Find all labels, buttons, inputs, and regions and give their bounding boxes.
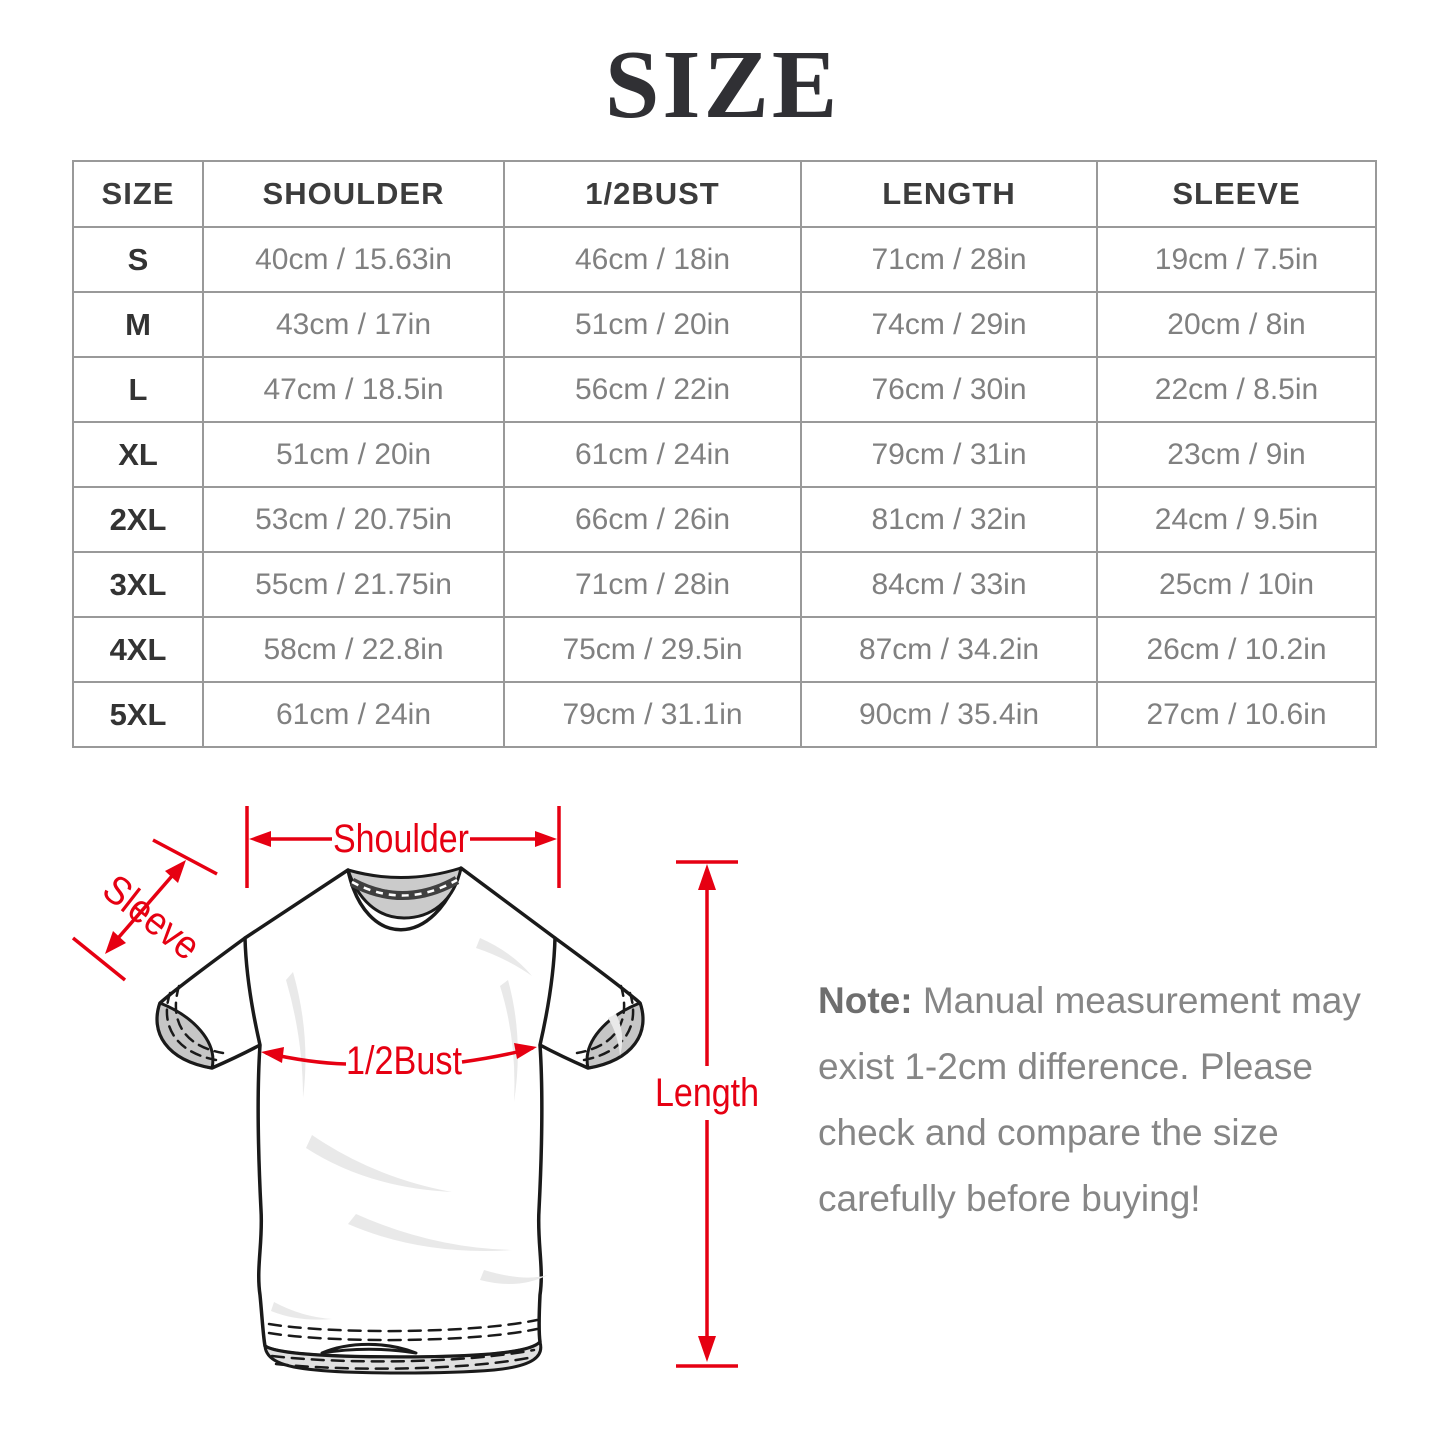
size-value-cell: 3XL [72, 551, 204, 618]
bust-measure-arrow [261, 1043, 537, 1066]
tshirt-collar [346, 866, 463, 920]
measurement-cell: 51cm / 20in [202, 421, 505, 488]
measurement-cell: 51cm / 20in [503, 291, 802, 358]
measurement-cell: 22cm / 8.5in [1096, 356, 1377, 423]
tshirt-measurement-diagram: Shoulder Sleeve 1/2Bust Length [60, 790, 770, 1440]
size-value-cell: 5XL [72, 681, 204, 748]
measurement-cell: 90cm / 35.4in [800, 681, 1098, 748]
note-text: Note: Manual measurement may exist 1-2cm… [818, 980, 1361, 1219]
column-header: SHOULDER [202, 160, 505, 228]
column-header: LENGTH [800, 160, 1098, 228]
measurement-cell: 66cm / 26in [503, 486, 802, 553]
measurement-cell: 74cm / 29in [800, 291, 1098, 358]
note-label: Note: [818, 980, 913, 1021]
length-label: Length [655, 1071, 759, 1115]
table-row: XL 51cm / 20in 61cm / 24in 79cm / 31in 23cm … [72, 421, 1377, 488]
measurement-cell: 40cm / 15.63in [202, 226, 505, 293]
size-value-cell: 4XL [72, 616, 204, 683]
table-row: 2XL 53cm / 20.75in 66cm / 26in 81cm / 32in 2… [72, 486, 1377, 553]
measurement-cell: 84cm / 33in [800, 551, 1098, 618]
measurement-cell: 87cm / 34.2in [800, 616, 1098, 683]
fabric-wrinkles [271, 938, 623, 1320]
size-value-cell: S [72, 226, 204, 293]
column-header: 1/2BUST [503, 160, 802, 228]
measurement-cell: 61cm / 24in [503, 421, 802, 488]
measurement-cell: 19cm / 7.5in [1096, 226, 1377, 293]
measurement-cell: 27cm / 10.6in [1096, 681, 1377, 748]
measurement-cell: 53cm / 20.75in [202, 486, 505, 553]
table-row: M 43cm / 17in 51cm / 20in 74cm / 29in 20cm /… [72, 291, 1377, 358]
measurement-cell: 46cm / 18in [503, 226, 802, 293]
length-measure-arrow [676, 860, 738, 1368]
size-table-header: SIZE SHOULDER 1/2BUST LENGTH SLEEVE [72, 160, 1377, 228]
measurement-cell: 61cm / 24in [202, 681, 505, 748]
measurement-cell: 24cm / 9.5in [1096, 486, 1377, 553]
sleeve-measure-arrow [71, 838, 218, 982]
measurement-cell: 76cm / 30in [800, 356, 1098, 423]
size-value-cell: 2XL [72, 486, 204, 553]
measurement-cell: 25cm / 10in [1096, 551, 1377, 618]
tshirt-hem [263, 1318, 543, 1375]
measurement-cell: 75cm / 29.5in [503, 616, 802, 683]
size-value-cell: M [72, 291, 204, 358]
measurement-cell: 26cm / 10.2in [1096, 616, 1377, 683]
measurement-cell: 43cm / 17in [202, 291, 505, 358]
page-title: SIZE [604, 31, 841, 139]
table-row: 5XL 61cm / 24in 79cm / 31.1in 90cm / 35.4in… [72, 681, 1377, 748]
table-row: 4XL 58cm / 22.8in 75cm / 29.5in 87cm / 34.2… [72, 616, 1377, 683]
bust-label: 1/2Bust [346, 1039, 462, 1083]
column-header: SLEEVE [1096, 160, 1377, 228]
size-value-cell: XL [72, 421, 204, 488]
table-row: S 40cm / 15.63in 46cm / 18in 71cm / 28in 19c… [72, 226, 1377, 293]
measurement-cell: 20cm / 8in [1096, 291, 1377, 358]
measurement-cell: 79cm / 31in [800, 421, 1098, 488]
table-row: L 47cm / 18.5in 56cm / 22in 76cm / 30in 22cm… [72, 356, 1377, 423]
sleeve-label: Sleeve [94, 866, 208, 968]
column-header: SIZE [72, 160, 204, 228]
measurement-cell: 71cm / 28in [503, 551, 802, 618]
table-row: 3XL 55cm / 21.75in 71cm / 28in 84cm / 33in 2… [72, 551, 1377, 618]
shoulder-label: Shoulder [333, 817, 469, 861]
shoulder-measure-arrow [245, 806, 561, 888]
measurement-cell: 55cm / 21.75in [202, 551, 505, 618]
measurement-cell: 71cm / 28in [800, 226, 1098, 293]
measurement-cell: 23cm / 9in [1096, 421, 1377, 488]
measurement-cell: 79cm / 31.1in [503, 681, 802, 748]
measurement-cell: 58cm / 22.8in [202, 616, 505, 683]
tshirt-body [243, 866, 623, 1375]
measurement-cell: 81cm / 32in [800, 486, 1098, 553]
measurement-cell: 56cm / 22in [503, 356, 802, 423]
measurement-cell: 47cm / 18.5in [202, 356, 505, 423]
size-value-cell: L [72, 356, 204, 423]
size-table: SIZE SHOULDER 1/2BUST LENGTH SLEEVE S 40cm / … [72, 160, 1377, 748]
